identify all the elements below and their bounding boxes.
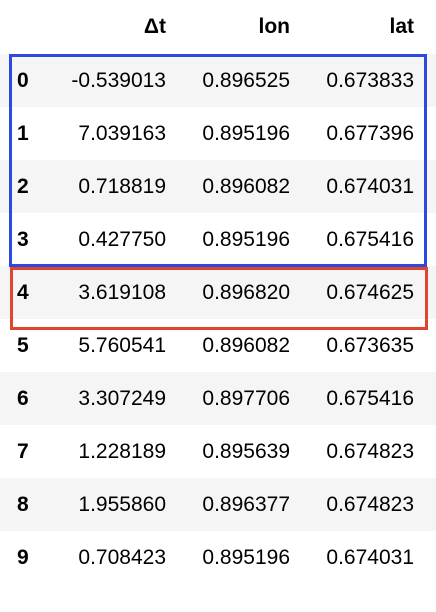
cell-lat: 0.674031 — [326, 546, 414, 569]
row-index: 9 — [17, 546, 29, 569]
cell-dt: 3.307249 — [78, 387, 166, 410]
cell-lon: 0.895196 — [202, 546, 290, 569]
table-row: 5 5.760541 0.896082 0.673635 — [0, 319, 436, 372]
row-index: 7 — [17, 440, 29, 463]
row-index: 2 — [17, 175, 29, 198]
table-row: 1 7.039163 0.895196 0.677396 — [0, 107, 436, 160]
column-header-lat: lat — [389, 15, 414, 38]
cell-dt: 1.228189 — [78, 440, 166, 463]
cell-lon: 0.896082 — [202, 175, 290, 198]
table-row: 2 0.718819 0.896082 0.674031 — [0, 160, 436, 213]
cell-lon: 0.897706 — [202, 387, 290, 410]
column-header-dt: Δt — [143, 15, 166, 38]
cell-dt: 1.955860 — [78, 493, 166, 516]
cell-dt: 0.708423 — [78, 546, 166, 569]
cell-lat: 0.674031 — [326, 175, 414, 198]
table-row: 4 3.619108 0.896820 0.674625 — [0, 266, 436, 319]
table-row: 3 0.427750 0.895196 0.675416 — [0, 213, 436, 266]
cell-dt: -0.539013 — [71, 69, 166, 92]
table-row: 9 0.708423 0.895196 0.674031 — [0, 531, 436, 584]
cell-lat: 0.674823 — [326, 493, 414, 516]
cell-lon: 0.895196 — [202, 122, 290, 145]
cell-lon: 0.895639 — [202, 440, 290, 463]
cell-dt: 5.760541 — [78, 334, 166, 357]
row-index: 3 — [17, 228, 29, 251]
row-index: 5 — [17, 334, 29, 357]
header-row: Δt lon lat — [0, 0, 436, 54]
cell-lat: 0.674823 — [326, 440, 414, 463]
cell-lat: 0.674625 — [326, 281, 414, 304]
cell-lon: 0.896082 — [202, 334, 290, 357]
row-index: 8 — [17, 493, 29, 516]
row-index: 6 — [17, 387, 29, 410]
cell-dt: 0.718819 — [78, 175, 166, 198]
cell-lat: 0.673635 — [326, 334, 414, 357]
table-row: 8 1.955860 0.896377 0.674823 — [0, 478, 436, 531]
cell-lon: 0.896820 — [202, 281, 290, 304]
column-header-lon: lon — [258, 15, 291, 38]
row-index: 0 — [17, 69, 29, 92]
cell-lat: 0.677396 — [326, 122, 414, 145]
cell-lon: 0.896525 — [202, 69, 290, 92]
table-header: Δt lon lat — [0, 0, 436, 54]
table-row: 7 1.228189 0.895639 0.674823 — [0, 425, 436, 478]
cell-dt: 7.039163 — [78, 122, 166, 145]
cell-dt: 0.427750 — [78, 228, 166, 251]
cell-lat: 0.673833 — [326, 69, 414, 92]
index-column-header — [0, 0, 48, 54]
cell-dt: 3.619108 — [78, 281, 166, 304]
table-row: 0 -0.539013 0.896525 0.673833 — [0, 54, 436, 107]
row-index: 1 — [17, 122, 29, 145]
cell-lon: 0.895196 — [202, 228, 290, 251]
cell-lat: 0.675416 — [326, 228, 414, 251]
table-body: 0 -0.539013 0.896525 0.673833 1 7.039163… — [0, 54, 436, 584]
dataframe-table: Δt lon lat 0 -0.539013 0.896525 0.673833… — [0, 0, 436, 584]
cell-lon: 0.896377 — [202, 493, 290, 516]
table-row: 6 3.307249 0.897706 0.675416 — [0, 372, 436, 425]
cell-lat: 0.675416 — [326, 387, 414, 410]
row-index: 4 — [17, 281, 29, 304]
